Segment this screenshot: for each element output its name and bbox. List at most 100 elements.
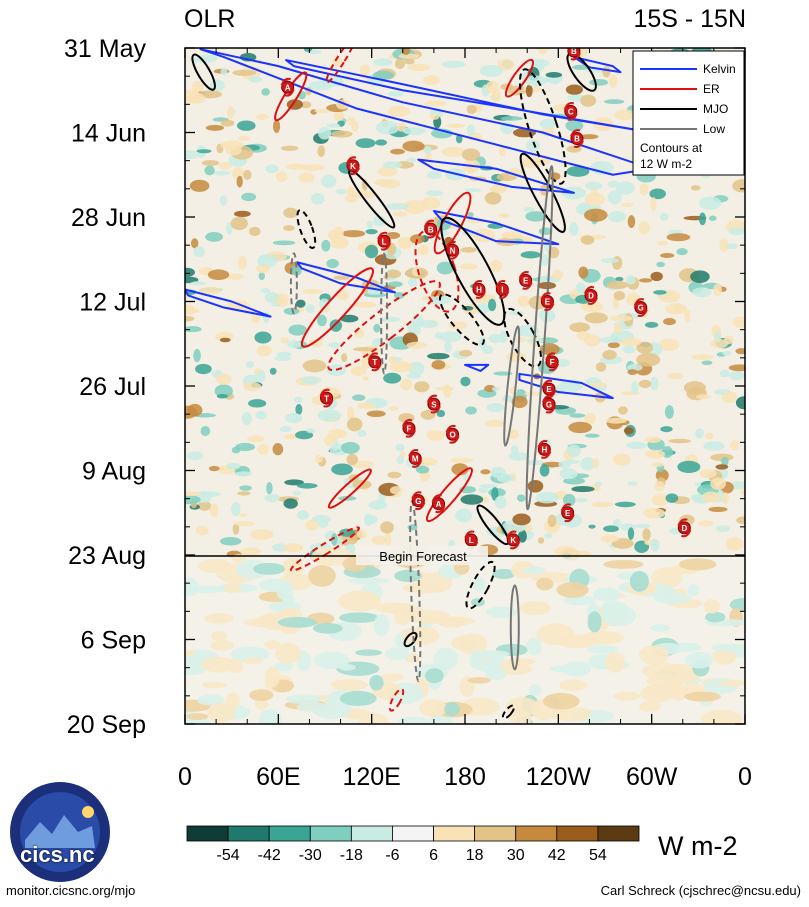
low-contour bbox=[525, 165, 554, 511]
olr-anomaly-cell bbox=[385, 202, 409, 210]
olr-anomaly-cell bbox=[288, 324, 308, 336]
olr-anomaly-cell bbox=[565, 119, 584, 132]
storm-marker: B bbox=[423, 219, 438, 239]
olr-anomaly-cell bbox=[569, 222, 579, 236]
olr-anomaly-cell bbox=[417, 245, 429, 256]
olr-forecast-cell bbox=[211, 630, 228, 641]
mjo-contour bbox=[296, 209, 317, 249]
olr-anomaly-cell bbox=[372, 70, 394, 80]
olr-anomaly-cell bbox=[416, 457, 438, 467]
olr-anomaly-cell bbox=[730, 481, 745, 490]
olr-forecast-cell bbox=[523, 566, 546, 575]
olr-anomaly-cell bbox=[264, 291, 280, 303]
storm-code: A bbox=[285, 83, 291, 92]
olr-anomaly-cell bbox=[388, 281, 403, 288]
olr-anomaly-cell bbox=[406, 157, 417, 163]
y-tick-label: 31 May bbox=[64, 35, 146, 63]
olr-forecast-cell bbox=[200, 656, 237, 673]
er-contour bbox=[325, 48, 356, 84]
olr-forecast-cell bbox=[639, 701, 661, 712]
olr-anomaly-cell bbox=[256, 113, 269, 120]
olr-anomaly-cell bbox=[425, 190, 443, 197]
olr-anomaly-cell bbox=[190, 281, 206, 286]
storm-marker: F bbox=[402, 418, 416, 438]
olr-anomaly-cell bbox=[659, 338, 680, 351]
olr-anomaly-cell bbox=[638, 221, 650, 235]
olr-anomaly-cell bbox=[708, 506, 728, 512]
olr-anomaly-cell bbox=[274, 355, 292, 361]
olr-anomaly-cell bbox=[196, 149, 212, 154]
footer-url[interactable]: monitor.cicsnc.org/mjo bbox=[6, 883, 136, 898]
storm-code: A bbox=[436, 500, 442, 509]
olr-anomaly-cell bbox=[414, 381, 430, 393]
olr-anomaly-cell bbox=[627, 215, 636, 229]
olr-anomaly-cell bbox=[603, 525, 619, 533]
olr-anomaly-cell bbox=[329, 319, 343, 332]
storm-code: E bbox=[565, 509, 571, 518]
olr-anomaly-cell bbox=[600, 257, 619, 264]
olr-anomaly-cell bbox=[335, 188, 347, 195]
olr-anomaly-cell bbox=[545, 72, 563, 78]
y-tick-label: 23 Aug bbox=[68, 542, 146, 570]
olr-anomaly-cell bbox=[441, 60, 466, 69]
olr-anomaly-cell bbox=[507, 429, 519, 440]
olr-anomaly-cell bbox=[368, 500, 388, 510]
olr-anomaly-cell bbox=[318, 126, 332, 140]
olr-anomaly-cell bbox=[595, 362, 607, 372]
olr-forecast-cell bbox=[586, 645, 619, 654]
kelvin-contour bbox=[285, 59, 653, 134]
storm-marker: G bbox=[542, 394, 556, 414]
olr-anomaly-cell bbox=[386, 231, 401, 240]
olr-anomaly-cell bbox=[460, 376, 471, 387]
olr-anomaly-cell bbox=[380, 316, 401, 323]
olr-anomaly-cell bbox=[296, 482, 318, 489]
olr-anomaly-cell bbox=[626, 441, 648, 449]
olr-anomaly-cell bbox=[225, 273, 244, 280]
olr-anomaly-cell bbox=[656, 261, 665, 268]
olr-anomaly-cell bbox=[317, 409, 342, 422]
olr-anomaly-cell bbox=[578, 266, 589, 279]
olr-anomaly-cell bbox=[690, 185, 701, 191]
er-contour bbox=[414, 229, 460, 313]
olr-anomaly-cell bbox=[421, 196, 441, 211]
olr-anomaly-cell bbox=[396, 455, 405, 465]
olr-anomaly-cell bbox=[353, 301, 377, 308]
olr-anomaly-cell bbox=[283, 225, 295, 232]
olr-anomaly-cell bbox=[537, 537, 545, 544]
olr-anomaly-cell bbox=[243, 382, 262, 392]
olr-forecast-cell bbox=[259, 708, 282, 724]
olr-anomaly-cell bbox=[189, 57, 211, 63]
olr-anomaly-cell bbox=[566, 165, 590, 177]
olr-anomaly-cell bbox=[683, 381, 706, 395]
olr-anomaly-cell bbox=[537, 281, 557, 290]
olr-anomaly-cell bbox=[663, 318, 676, 326]
olr-anomaly-cell bbox=[185, 495, 201, 505]
olr-anomaly-cell bbox=[402, 140, 425, 152]
olr-anomaly-cell bbox=[665, 493, 679, 503]
storm-marker: F bbox=[545, 352, 560, 372]
olr-anomaly-cell bbox=[421, 295, 431, 301]
olr-anomaly-cell bbox=[450, 457, 474, 463]
olr-anomaly-cell bbox=[547, 514, 557, 528]
olr-anomaly-cell bbox=[464, 188, 482, 193]
olr-anomaly-cell bbox=[253, 368, 262, 374]
olr-forecast-cell bbox=[253, 562, 285, 575]
olr-anomaly-cell bbox=[704, 432, 714, 440]
olr-anomaly-cell bbox=[355, 138, 376, 149]
olr-forecast-cell bbox=[186, 713, 209, 720]
olr-anomaly-cell bbox=[607, 180, 620, 188]
olr-anomaly-cell bbox=[650, 197, 657, 211]
olr-anomaly-cell bbox=[321, 174, 337, 188]
olr-forecast-cell bbox=[186, 585, 226, 594]
olr-anomaly-cell bbox=[326, 258, 339, 269]
olr-anomaly-cell bbox=[627, 369, 638, 375]
olr-anomaly-cell bbox=[695, 394, 711, 400]
olr-anomaly-cell bbox=[460, 263, 478, 270]
olr-anomaly-cell bbox=[650, 271, 663, 282]
olr-anomaly-cell bbox=[237, 136, 251, 142]
olr-forecast-cell bbox=[330, 679, 368, 691]
olr-anomaly-cell bbox=[199, 491, 222, 498]
olr-forecast-cell bbox=[641, 663, 685, 680]
olr-anomaly-cell bbox=[552, 79, 559, 85]
olr-anomaly-cell bbox=[716, 525, 730, 532]
